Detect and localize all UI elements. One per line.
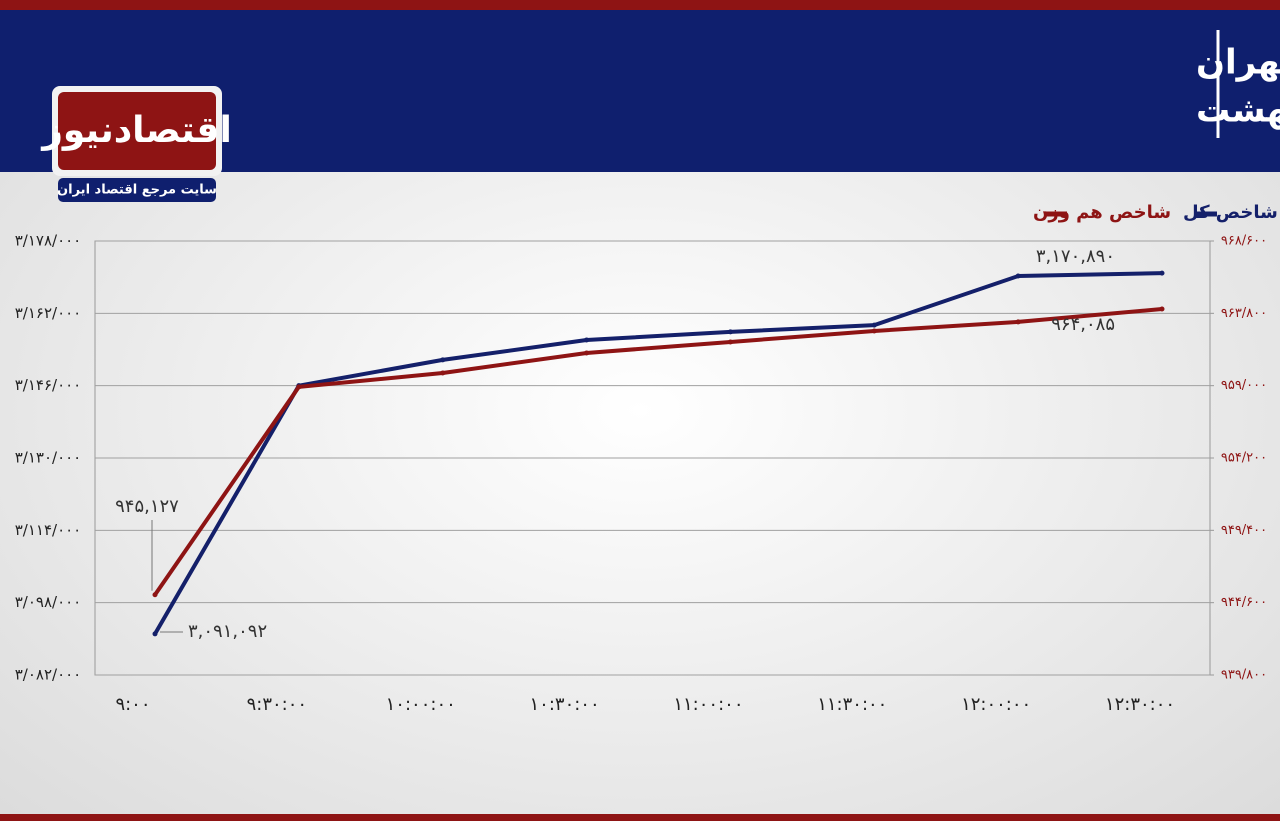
top-stripe [0, 0, 1280, 10]
x-tick-label: ۱۰:۰۰:۰۰ [386, 694, 456, 715]
data-point [871, 328, 877, 334]
data-point [727, 329, 733, 335]
chart-title: روند ساعتی شاخص کل و هم‌وزن بورس تهران [1196, 43, 1280, 83]
data-point [152, 592, 158, 598]
series-line [153, 271, 1163, 635]
y-tick-label: ۳/۱۴۶/۰۰۰ [15, 376, 82, 394]
y-tick-label: ۳/۱۷۸/۰۰۰ [15, 232, 82, 250]
value-label: ۳,۰۹۱,۰۹۲ [188, 621, 267, 642]
y2-tick-label: ۹۳۹/۸۰۰ [1221, 668, 1267, 683]
y-tick-label: ۳/۰۸۲/۰۰۰ [15, 666, 82, 684]
data-point [1159, 270, 1165, 276]
series-line [153, 307, 1163, 596]
logo-tagline: سایت مرجع اقتصاد ایران [57, 183, 217, 198]
chart-subtitle: دوشنبه ۲۲ اردیبهشت [1196, 91, 1280, 131]
y2-tick-label: ۹۵۹/۰۰۰ [1221, 378, 1267, 393]
x-tick-label: ۹:۰۰ [115, 694, 150, 715]
data-point [1015, 273, 1021, 279]
legend-label: شاخص کل [1183, 202, 1278, 223]
legend-label: شاخص هم وزن [1033, 202, 1171, 223]
data-point [871, 322, 877, 328]
data-point [584, 337, 590, 343]
tagline-box [58, 178, 216, 202]
x-tick-label: ۱۰:۳۰:۰۰ [530, 694, 600, 715]
y-tick-label: ۳/۰۹۸/۰۰۰ [15, 593, 82, 611]
y2-tick-label: ۹۶۸/۶۰۰ [1221, 234, 1267, 249]
value-label: ۹۶۴,۰۸۵ [1051, 314, 1115, 335]
y-tick-label: ۳/۱۳۰/۰۰۰ [15, 449, 82, 467]
y2-tick-label: ۹۴۹/۴۰۰ [1221, 523, 1267, 538]
data-point [152, 631, 158, 637]
data-point [727, 339, 733, 345]
logo-box [58, 92, 216, 170]
x-tick-label: ۱۱:۰۰:۰۰ [673, 694, 743, 715]
data-point [440, 357, 446, 363]
data-point [440, 370, 446, 376]
value-label: ۹۴۵,۱۲۷ [115, 496, 179, 517]
data-point [1015, 319, 1021, 325]
y-tick-label: ۳/۱۶۲/۰۰۰ [15, 304, 82, 322]
logo-text: اقتصادنیوز [40, 110, 232, 151]
bottom-stripe [0, 814, 1280, 821]
value-label: ۳,۱۷۰,۸۹۰ [1036, 246, 1115, 267]
x-tick-label: ۱۲:۰۰:۰۰ [961, 694, 1031, 715]
y2-tick-label: ۹۴۴/۶۰۰ [1221, 595, 1267, 610]
y2-tick-label: ۹۶۳/۸۰۰ [1221, 306, 1267, 321]
x-tick-label: ۱۱:۳۰:۰۰ [817, 694, 887, 715]
data-point [1159, 306, 1165, 312]
data-point [296, 384, 302, 390]
x-tick-label: ۹:۳۰:۰۰ [247, 694, 307, 715]
y-tick-label: ۳/۱۱۴/۰۰۰ [15, 521, 82, 539]
data-point [584, 350, 590, 356]
x-tick-label: ۱۲:۳۰:۰۰ [1105, 694, 1175, 715]
y2-tick-label: ۹۵۴/۲۰۰ [1221, 451, 1267, 466]
